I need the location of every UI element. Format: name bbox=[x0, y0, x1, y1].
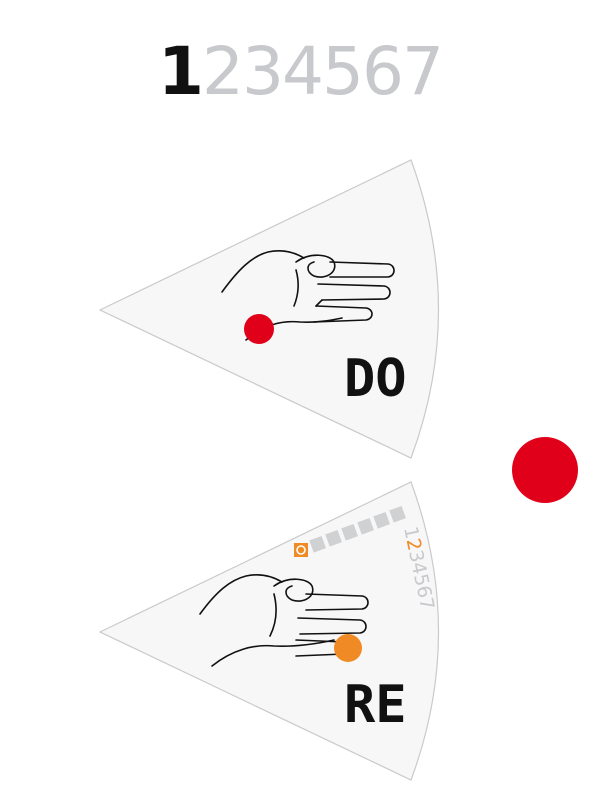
card-do[interactable]: DO bbox=[98, 159, 440, 459]
finger-dot-red bbox=[244, 314, 274, 344]
solfege-symbols-icon bbox=[294, 505, 406, 557]
mini-digit-1: 1 bbox=[399, 524, 423, 540]
card-re[interactable]: 1234567 RE bbox=[98, 481, 440, 781]
note-label-re: RE bbox=[344, 675, 407, 735]
card-re-wedge bbox=[98, 481, 440, 781]
digit-7: 7 bbox=[401, 33, 444, 110]
card-do-wedge bbox=[98, 159, 440, 459]
mini-digit-3: 3 bbox=[404, 548, 428, 564]
mini-digit-4: 4 bbox=[407, 560, 431, 576]
mini-digit-5: 5 bbox=[409, 572, 433, 588]
note-label-do: DO bbox=[344, 349, 407, 409]
digit-sequence: 1234567 bbox=[0, 32, 600, 112]
mini-digit-sequence: 1234567 bbox=[399, 524, 438, 611]
mini-digit-7: 7 bbox=[414, 595, 438, 611]
finger-dot-orange bbox=[334, 634, 362, 662]
digit-6: 6 bbox=[361, 33, 404, 110]
hand-illustration-icon bbox=[221, 250, 395, 341]
red-indicator-dot[interactable] bbox=[512, 437, 578, 503]
digit-5: 5 bbox=[321, 33, 364, 110]
digit-2: 2 bbox=[201, 33, 244, 110]
svg-text:1234567: 1234567 bbox=[399, 524, 438, 611]
digit-1: 1 bbox=[158, 33, 204, 110]
digit-4: 4 bbox=[281, 33, 324, 110]
mini-digit-6: 6 bbox=[412, 584, 436, 600]
digit-3: 3 bbox=[241, 33, 284, 110]
mini-digit-2: 2 bbox=[402, 536, 426, 552]
